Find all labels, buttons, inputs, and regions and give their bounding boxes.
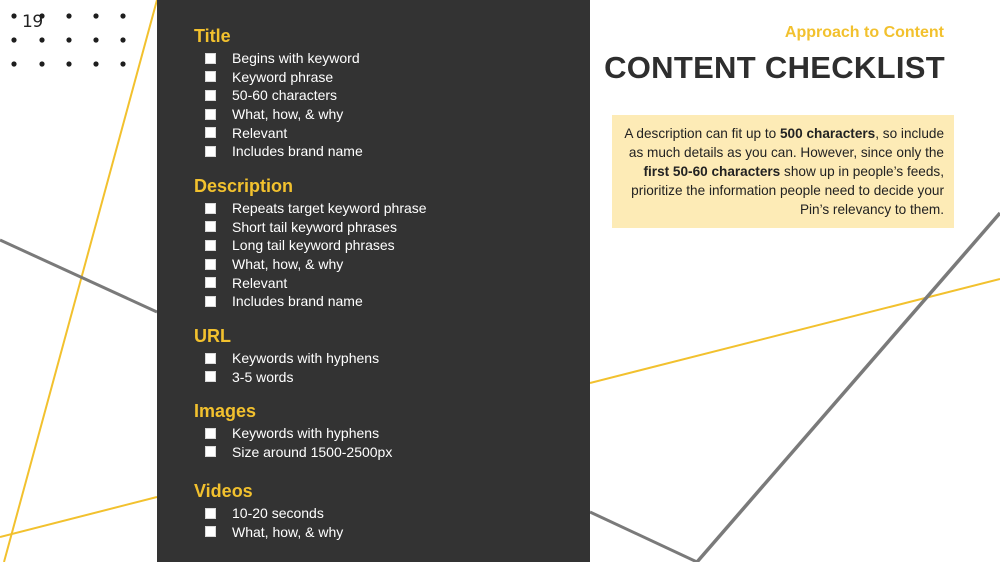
note-text-1: A description can fit up to [624,126,780,141]
checklist-item-label: Includes brand name [232,293,363,310]
gray-line-right-steep [695,211,1000,562]
section-heading: Images [194,401,257,421]
description-note: A description can fit up to 500 characte… [612,115,954,228]
section-heading: URL [194,326,231,346]
checklist-item-label: Relevant [232,274,288,291]
checklist-item-label: Long tail keyword phrases [232,237,395,254]
checkbox-icon[interactable] [205,295,216,307]
section-heading: Title [194,26,231,46]
checkbox-icon[interactable] [205,277,216,289]
note-text-2: , so include as much details as you can.… [628,126,944,160]
checklist-item[interactable]: What, how, & why [194,105,574,124]
checklist-item-label: What, how, & why [232,523,344,540]
checklist-item[interactable]: Short tail keyword phrases [194,218,574,237]
gray-line-right-low [589,510,698,562]
checklist-panel [157,0,590,562]
yellow-line-right [589,278,1000,384]
checkbox-icon[interactable] [205,127,216,139]
checklist-item-label: Begins with keyword [232,50,360,67]
checkbox-icon[interactable] [205,352,216,364]
checklist-item[interactable]: Keyword phrase [194,68,574,87]
checkbox-icon[interactable] [205,108,216,120]
checkbox-icon[interactable] [205,239,216,251]
checklist-item[interactable]: Includes brand name [194,292,574,311]
checklist-item[interactable]: Keywords with hyphens [194,349,574,368]
checklist-item-label: Includes brand name [232,143,363,160]
checkbox-icon[interactable] [205,258,216,270]
checklist-item[interactable]: Size around 1500-2500px [194,443,574,462]
section-heading: Description [194,176,294,196]
checkbox-icon[interactable] [205,446,216,458]
slide-eyebrow: Approach to Content [784,24,944,41]
checkbox-icon[interactable] [205,89,216,101]
checkbox-icon[interactable] [205,145,216,157]
page-number: 19 [22,12,43,32]
checklist-item-label: 3-5 words [232,368,294,385]
checkbox-icon[interactable] [205,427,216,439]
yellow-line-left [3,0,158,562]
checkbox-icon[interactable] [205,371,216,383]
checkbox-icon[interactable] [205,526,216,538]
yellow-line-bottom-left [0,496,158,538]
note-bold-1: 500 characters [780,126,876,141]
section-images: Images Keywords with hyphens Size around… [194,400,574,461]
section-videos: Videos 10-20 seconds What, how, & why [194,480,574,541]
checklist-item-label: Size around 1500-2500px [232,443,393,460]
page-title: CONTENT CHECKLIST [604,50,945,85]
section-heading: Videos [194,481,253,501]
checklist-item[interactable]: Long tail keyword phrases [194,236,574,255]
note-text-3: show up in people’s feeds, prioritize th… [631,164,944,217]
checklist-item[interactable]: Relevant [194,273,574,292]
checkbox-icon[interactable] [205,71,216,83]
section-url: URL Keywords with hyphens 3-5 words [194,325,574,386]
checklist-item[interactable]: What, how, & why [194,255,574,274]
checkbox-icon[interactable] [205,202,216,214]
checklist-item-label: Repeats target keyword phrase [232,200,427,217]
checklist-item[interactable]: Keywords with hyphens [194,424,574,443]
checklist-item-label: Keyword phrase [232,68,334,85]
checklist-item-label: What, how, & why [232,256,344,273]
dot-grid-icon [11,13,126,67]
checklist-item-label: Short tail keyword phrases [232,218,397,235]
checklist-item[interactable]: Relevant [194,123,574,142]
checklist-item[interactable]: 3-5 words [194,368,574,387]
checklist-item[interactable]: Begins with keyword [194,49,574,68]
checkbox-icon[interactable] [205,221,216,233]
gray-line-left [0,238,158,314]
checklist-item[interactable]: Includes brand name [194,142,574,161]
checklist-item-label: What, how, & why [232,106,344,123]
checklist-item-label: 50-60 characters [232,87,338,104]
checklist-item-label: Relevant [232,124,288,141]
checkbox-icon[interactable] [205,52,216,64]
checkbox-icon[interactable] [205,507,216,519]
checklist-item[interactable]: What, how, & why [194,523,574,542]
checklist-item[interactable]: Repeats target keyword phrase [194,199,574,218]
checklist-item-label: 10-20 seconds [232,505,324,522]
checklist-item-label: Keywords with hyphens [232,350,380,367]
section-title: Title Begins with keyword Keyword phrase… [194,25,574,161]
checklist-item[interactable]: 10-20 seconds [194,504,574,523]
checklist-item-label: Keywords with hyphens [232,425,380,442]
section-description: Description Repeats target keyword phras… [194,175,574,311]
checklist-item[interactable]: 50-60 characters [194,86,574,105]
note-bold-2: first 50-60 characters [643,164,781,179]
